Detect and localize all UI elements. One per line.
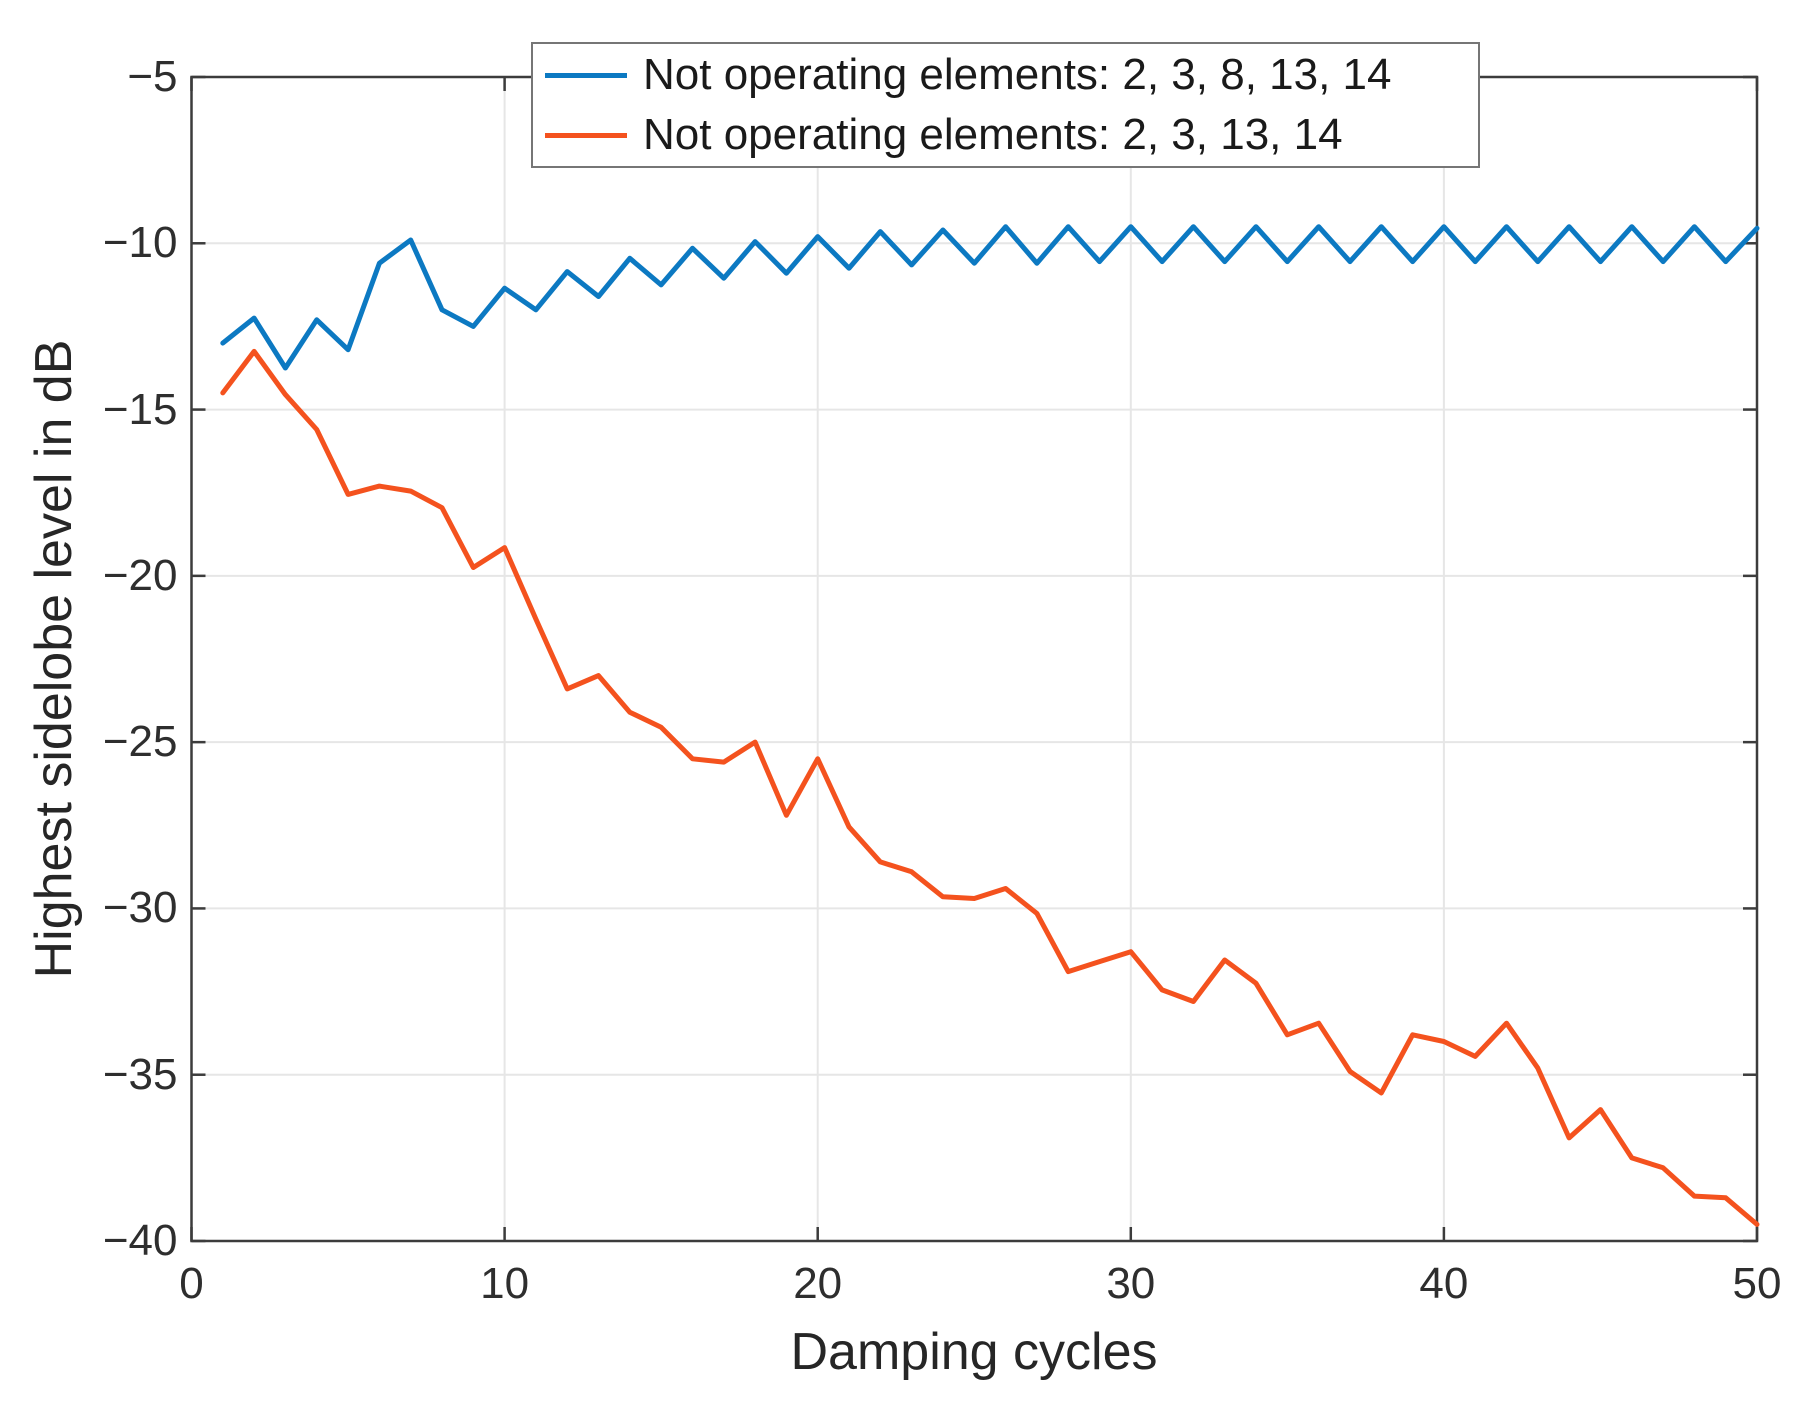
legend-entry-series-1: Not operating elements: 2, 3, 8, 13, 14: [545, 50, 1478, 99]
legend-entry-series-2: Not operating elements: 2, 3, 13, 14: [545, 110, 1478, 159]
y-tick-label: −25: [102, 717, 178, 767]
legend-label-series-2: Not operating elements: 2, 3, 13, 14: [643, 110, 1343, 159]
legend-label-series-1: Not operating elements: 2, 3, 8, 13, 14: [643, 50, 1392, 99]
x-tick-label: 30: [1106, 1259, 1156, 1308]
series-line-2: [220, 348, 1760, 1227]
axis-box: [190, 75, 1759, 1243]
x-tick-label: 20: [793, 1259, 843, 1308]
legend-line-swatch-orange: [545, 132, 627, 138]
y-tick-label: −40: [102, 1216, 178, 1265]
x-tick-label: 40: [1419, 1259, 1469, 1308]
y-tick-label: −15: [102, 384, 178, 434]
y-tick-label: −30: [102, 883, 178, 933]
series-line-1: [220, 224, 1760, 371]
x-tick-label: 10: [480, 1259, 530, 1308]
y-tick-label: −5: [127, 52, 178, 101]
legend: Not operating elements: 2, 3, 8, 13, 14 …: [531, 42, 1480, 168]
y-tick-label: −20: [102, 550, 178, 600]
x-axis-label: Damping cycles: [790, 1323, 1158, 1381]
y-tick-label: −35: [102, 1049, 178, 1099]
x-tick-label: 0: [179, 1259, 204, 1308]
legend-line-swatch-blue: [545, 72, 627, 78]
x-tick-label: 50: [1732, 1259, 1782, 1308]
y-tick-label: −10: [102, 218, 178, 268]
